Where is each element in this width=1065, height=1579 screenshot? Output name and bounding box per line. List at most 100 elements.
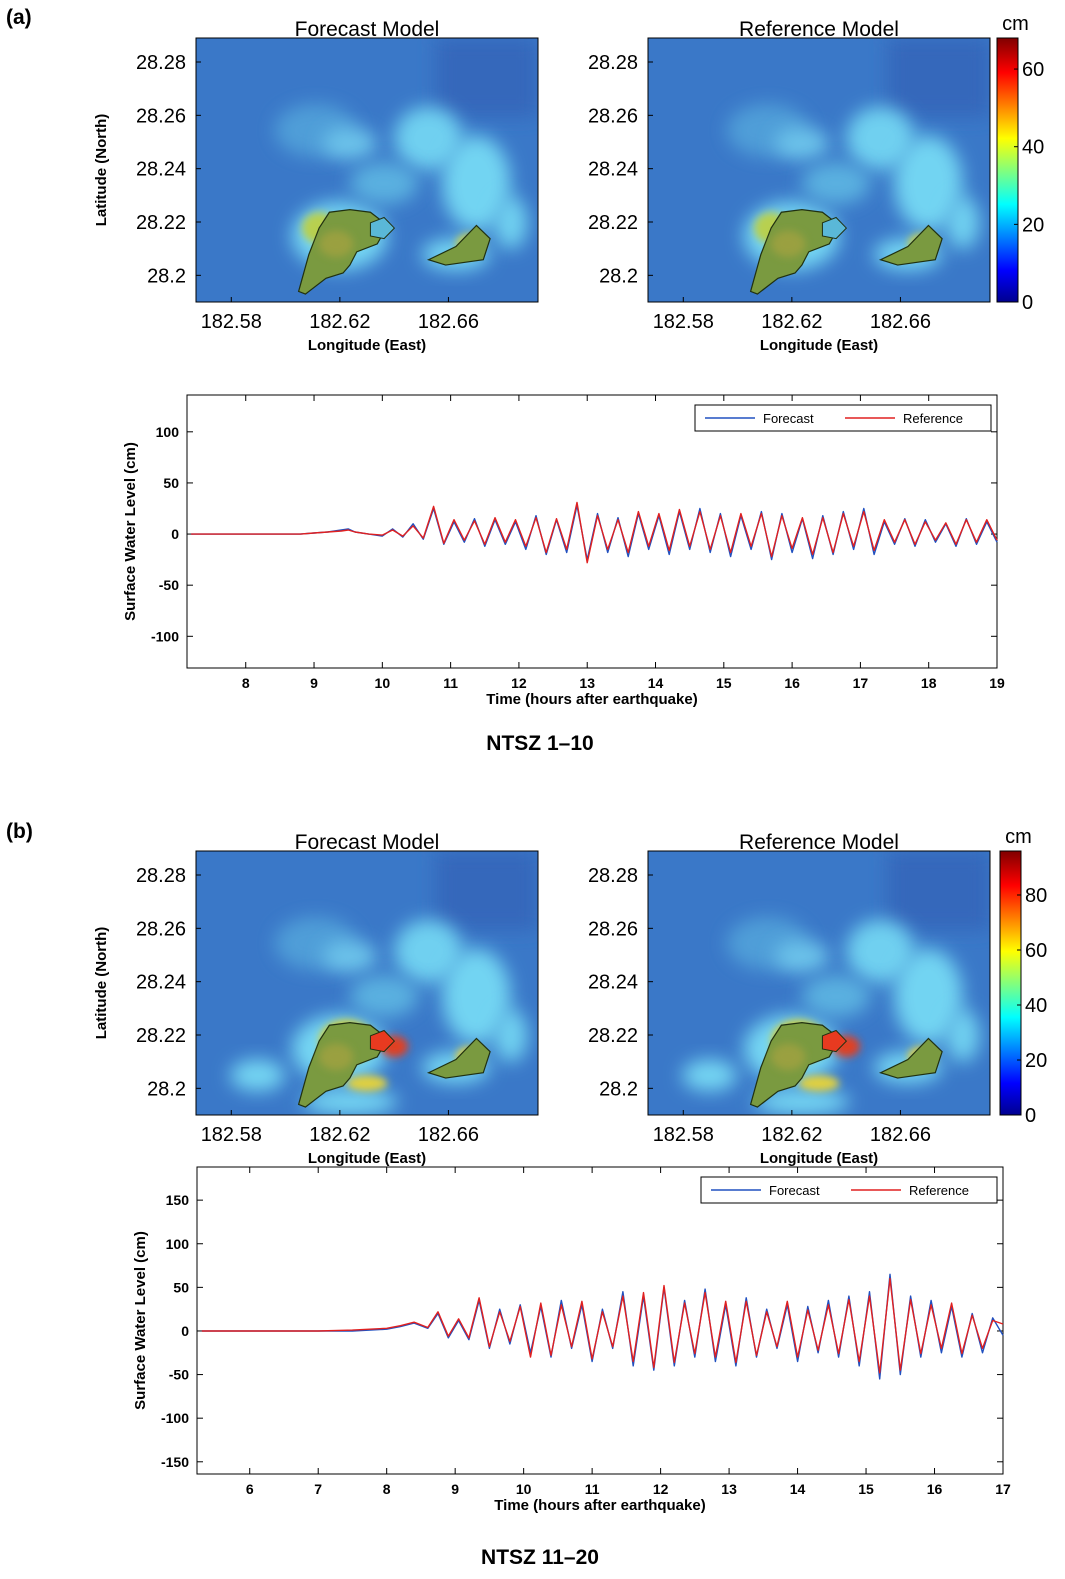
island	[426, 224, 491, 266]
x-tick-label: 7	[314, 1481, 322, 1497]
y-tick-label: 0	[171, 526, 179, 542]
y-tick-label: 28.22	[136, 212, 186, 234]
x-tick-label: 182.66	[418, 1124, 479, 1146]
y-axis-title: Surface Water Level (cm)	[132, 1231, 149, 1410]
x-axis-title: Longitude (East)	[760, 1150, 878, 1167]
y-tick-label: 28.24	[588, 972, 638, 994]
colorbar-tick-label: 40	[1022, 137, 1044, 159]
y-tick-label: -50	[159, 577, 179, 593]
island-center	[319, 1043, 354, 1071]
y-tick-label: 50	[173, 1279, 189, 1295]
island-center	[771, 230, 806, 258]
panel-label: (b)	[6, 820, 33, 843]
y-tick-label: 28.26	[136, 105, 186, 127]
field-blob	[846, 919, 915, 983]
colorbar-tick-label: 40	[1025, 995, 1047, 1017]
y-tick-label: -150	[161, 1454, 189, 1470]
x-axis-title: Longitude (East)	[308, 1150, 426, 1167]
x-tick-label: 8	[383, 1481, 391, 1497]
x-tick-label: 17	[853, 675, 869, 691]
field-blob	[394, 106, 463, 170]
x-tick-label: 8	[242, 675, 250, 691]
field-blob	[945, 196, 980, 250]
map-frame	[195, 37, 539, 303]
lagoon	[821, 216, 848, 240]
map-title: Forecast Model	[295, 831, 440, 854]
y-axis-title: Surface Water Level (cm)	[122, 442, 139, 621]
x-tick-label: 14	[648, 675, 664, 691]
field-blob	[754, 1088, 850, 1115]
map-title: Forecast Model	[295, 18, 440, 41]
y-tick-label: 150	[166, 1192, 190, 1208]
y-tick-label: 28.2	[599, 1078, 638, 1100]
field-blob	[322, 940, 378, 973]
colorbar-tick-label: 60	[1022, 59, 1044, 81]
field-blob	[774, 940, 830, 973]
x-axis-title: Longitude (East)	[760, 337, 878, 354]
panel-label: (a)	[6, 6, 32, 29]
map-title: Reference Model	[739, 831, 899, 854]
y-tick-label: 28.22	[136, 1025, 186, 1047]
map-deep	[887, 851, 990, 931]
island	[426, 1037, 491, 1079]
x-tick-label: 182.58	[653, 1124, 714, 1146]
y-tick-label: 28.2	[147, 265, 186, 287]
y-tick-label: 28.2	[147, 1078, 186, 1100]
y-tick-label: -50	[169, 1367, 189, 1383]
legend-label: Reference	[909, 1183, 969, 1198]
field-blob	[846, 106, 915, 170]
x-tick-label: 10	[375, 675, 391, 691]
x-tick-label: 12	[511, 675, 527, 691]
x-tick-label: 182.62	[309, 311, 370, 333]
x-tick-label: 10	[516, 1481, 532, 1497]
x-tick-label: 16	[784, 675, 800, 691]
caption: NTSZ 11–20	[481, 1546, 599, 1569]
field-spot	[346, 1075, 388, 1092]
y-tick-label: 28.26	[136, 918, 186, 940]
y-tick-label: 28.24	[588, 159, 638, 181]
x-tick-label: 6	[246, 1481, 254, 1497]
colorbar-tick-label: 60	[1025, 940, 1047, 962]
island	[878, 1037, 943, 1079]
series-line	[191, 501, 998, 564]
lagoon	[369, 216, 396, 240]
lagoon	[821, 1029, 848, 1053]
x-tick-label: 15	[716, 675, 732, 691]
x-tick-label: 13	[579, 675, 595, 691]
map-frame	[647, 850, 991, 1116]
x-tick-label: 13	[721, 1481, 737, 1497]
island-center	[319, 230, 354, 258]
x-tick-label: 11	[443, 675, 458, 691]
x-tick-label: 182.62	[761, 311, 822, 333]
x-tick-label: 18	[921, 675, 937, 691]
field-blob	[442, 135, 511, 231]
field-blob	[894, 948, 963, 1044]
x-tick-label: 182.58	[201, 1124, 262, 1146]
map-frame	[195, 850, 539, 1116]
x-tick-label: 12	[653, 1481, 669, 1497]
map-field	[196, 38, 538, 302]
y-tick-label: -100	[151, 628, 179, 644]
x-tick-label: 9	[451, 1481, 459, 1497]
x-axis-title: Time (hours after earthquake)	[494, 1497, 705, 1514]
field-blob	[945, 1009, 980, 1063]
y-tick-label: 28.26	[588, 918, 638, 940]
x-tick-label: 182.66	[870, 311, 931, 333]
y-axis-title: Latitude (North)	[93, 114, 110, 226]
y-tick-label: 50	[163, 475, 179, 491]
x-axis-title: Longitude (East)	[308, 337, 426, 354]
field-blob	[801, 975, 871, 1018]
colorbar	[999, 850, 1022, 1116]
map-field	[648, 851, 990, 1115]
field-blob	[302, 1088, 398, 1115]
x-tick-label: 182.58	[201, 311, 262, 333]
x-tick-label: 182.58	[653, 311, 714, 333]
x-tick-label: 11	[585, 1481, 600, 1497]
y-tick-label: 28.24	[136, 159, 186, 181]
y-tick-label: 28.2	[599, 265, 638, 287]
series-line	[201, 1277, 1004, 1374]
map-field	[648, 38, 990, 302]
y-tick-label: 28.28	[588, 865, 638, 887]
field-blob	[774, 127, 830, 160]
x-tick-label: 14	[790, 1481, 806, 1497]
